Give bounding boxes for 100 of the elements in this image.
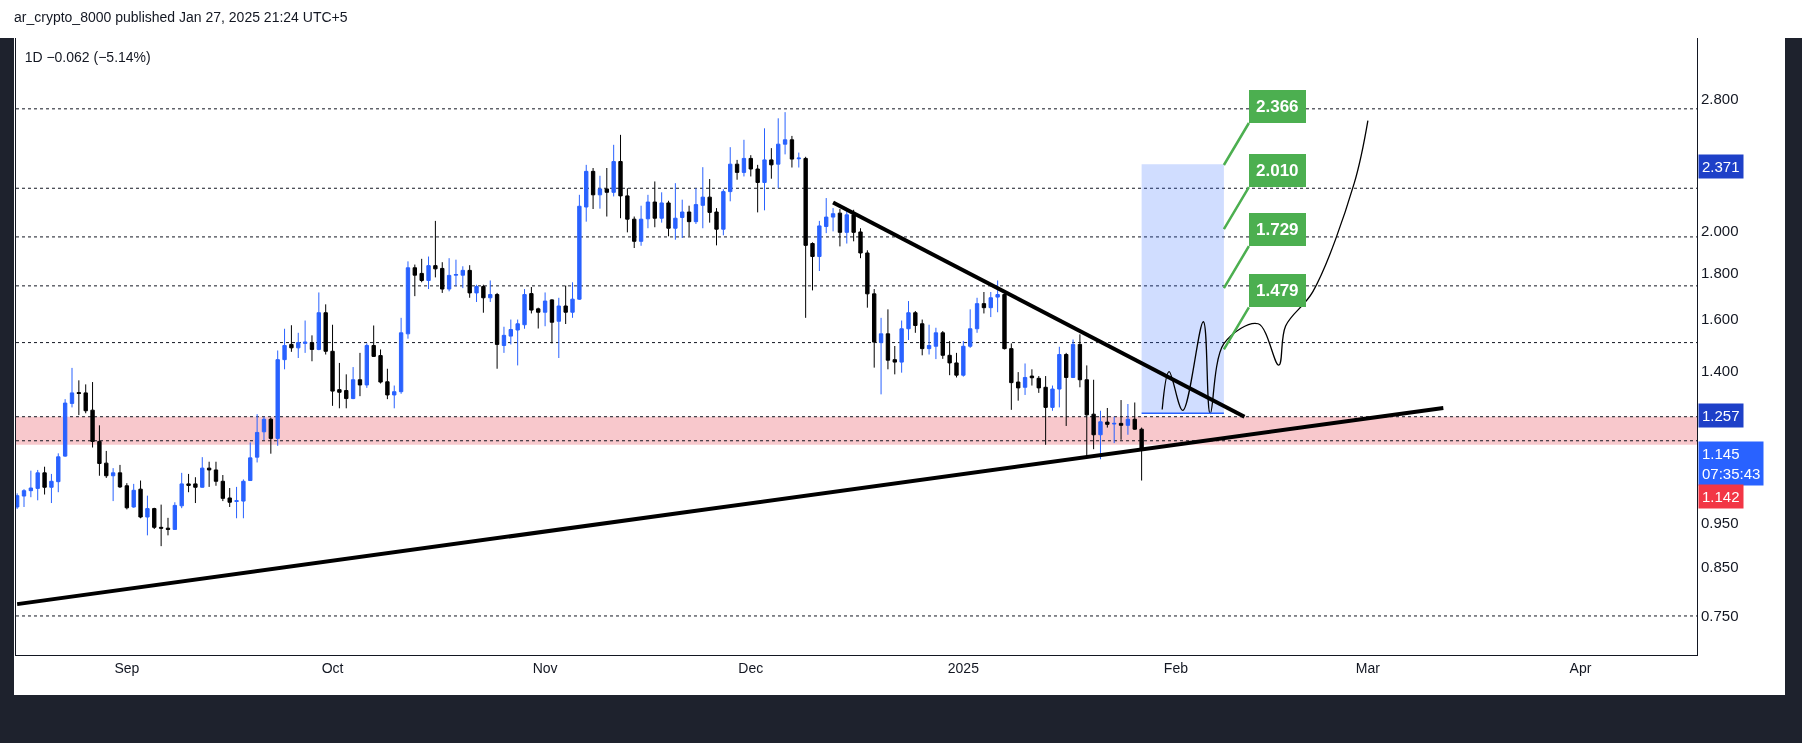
candlestick [145, 495, 150, 536]
candlestick [789, 135, 795, 169]
candlestick [330, 324, 335, 407]
text: 1.142 [1702, 488, 1740, 505]
candlestick [892, 345, 897, 375]
candlestick [419, 258, 424, 283]
candlestick [1112, 416, 1117, 444]
candlestick [762, 127, 767, 211]
candlestick [1002, 293, 1007, 350]
candlestick [21, 488, 27, 508]
candlestick [632, 216, 637, 249]
annotation: 2.366 [1256, 97, 1299, 116]
text: 1.145 07:35:43 [1702, 445, 1761, 482]
candlestick [1091, 379, 1096, 450]
x-tick-label: 2025 [947, 659, 980, 676]
candlestick [1050, 385, 1055, 412]
candlestick [254, 413, 260, 463]
candlestick [138, 480, 143, 519]
candlestick [200, 456, 205, 489]
candlestick [755, 164, 760, 213]
candlestick [1064, 352, 1069, 427]
candlestick [1036, 375, 1041, 394]
candlestick [659, 191, 664, 224]
candlestick [405, 260, 411, 340]
y-tick-label: 2.800 [1701, 90, 1739, 108]
candlestick [474, 284, 479, 303]
candlestick [49, 473, 54, 504]
candlestick [1022, 362, 1028, 396]
candlestick [494, 292, 500, 370]
candlestick [1118, 399, 1124, 441]
candlestick [604, 167, 609, 218]
candlestick [968, 308, 973, 349]
candlestick [282, 328, 287, 370]
candlestick [1132, 401, 1137, 431]
candlestick [556, 297, 561, 359]
candlestick [981, 291, 987, 314]
candlestick [974, 297, 980, 334]
candlestick [625, 187, 630, 233]
candlestick [769, 147, 774, 180]
candlestick [302, 320, 308, 354]
candlestick [515, 319, 520, 366]
x-tick-label: Apr [1569, 659, 1592, 676]
candlestick [35, 469, 40, 501]
candlestick [69, 367, 75, 408]
candlestick [453, 259, 459, 287]
candlestick [933, 327, 939, 360]
candlestick [323, 303, 328, 355]
candlestick [220, 474, 226, 502]
candlestick [899, 320, 904, 374]
candlestick [440, 261, 445, 294]
candlestick [275, 349, 280, 447]
candlestick [316, 291, 322, 351]
candlestick [117, 464, 123, 489]
candlestick [344, 373, 349, 409]
candlestick [618, 134, 623, 219]
candlestick [1139, 427, 1144, 482]
candlestick [913, 310, 918, 334]
candlestick [296, 332, 301, 359]
y-tick-label: 0.850 [1701, 558, 1739, 576]
candlestick [796, 152, 801, 169]
candlestick [131, 483, 136, 509]
y-tick-label: 1.400 [1701, 362, 1739, 380]
candlestick [529, 286, 534, 314]
candlestick [227, 487, 232, 508]
x-tick-label: Dec [738, 659, 764, 676]
candlestick [90, 381, 95, 448]
candlestick [885, 308, 891, 370]
candlestick [1125, 403, 1131, 436]
candlestick [693, 187, 699, 225]
candlestick [817, 220, 822, 272]
candlestick [378, 348, 383, 385]
annotation: 1.479 [1256, 281, 1299, 300]
candlestick [165, 517, 171, 536]
candlestick [824, 197, 829, 234]
candlestick [241, 478, 246, 519]
candlestick [158, 504, 164, 547]
candlestick [337, 362, 342, 409]
candlestick [988, 291, 993, 318]
candlestick [734, 159, 740, 181]
candlestick [700, 166, 705, 229]
candlestick [412, 264, 417, 297]
x-tick-label: Nov [532, 659, 558, 676]
candlestick [1057, 346, 1062, 408]
x-tick-label: Mar [1355, 659, 1381, 676]
candlestick [906, 300, 911, 341]
candlestick [56, 452, 61, 493]
candlestick [481, 284, 486, 314]
candlestick [536, 308, 541, 329]
candlestick [728, 146, 733, 202]
candlestick [940, 330, 945, 360]
candlestick [776, 117, 781, 189]
candlestick [501, 326, 507, 354]
candlestick [193, 476, 198, 504]
text: 2.371 [1702, 158, 1740, 175]
candlestick [357, 352, 363, 397]
candlestick [152, 507, 157, 530]
candlestick [467, 264, 472, 299]
annotation: 1.729 [1256, 220, 1299, 239]
candlestick [830, 207, 836, 232]
candlestick [920, 319, 925, 356]
